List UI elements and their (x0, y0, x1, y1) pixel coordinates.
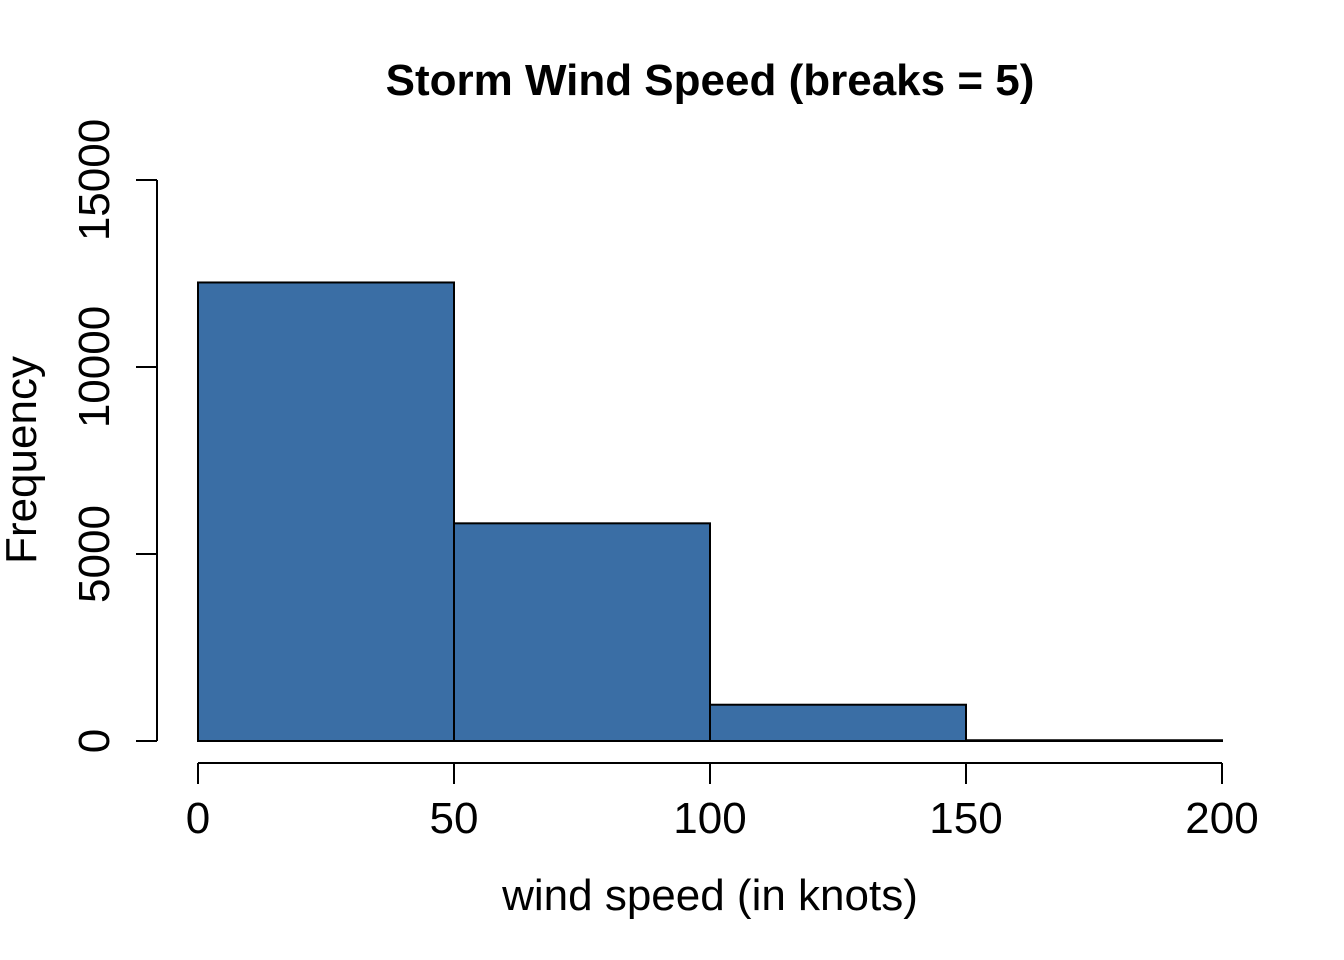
x-tick-label: 50 (430, 794, 479, 843)
x-ticks-group: 0 50 100 150 200 (186, 763, 1259, 843)
histogram-bar (965, 739, 1223, 743)
y-ticks-group: 0 5000 10000 15000 (70, 119, 157, 753)
y-axis-label: Frequency (0, 356, 46, 564)
x-tick-label: 150 (929, 794, 1002, 843)
histogram-bar (453, 522, 711, 742)
x-tick-label: 100 (673, 794, 746, 843)
y-tick-label: 5000 (70, 505, 119, 603)
y-tick-label: 15000 (70, 119, 119, 241)
chart-title: Storm Wind Speed (breaks = 5) (386, 56, 1035, 105)
x-axis-label: wind speed (in knots) (501, 871, 918, 920)
y-tick-label: 10000 (70, 306, 119, 428)
x-tick-label: 0 (186, 794, 210, 843)
histogram-bar (709, 703, 967, 742)
x-tick-label: 200 (1185, 794, 1258, 843)
bars-group (197, 281, 1223, 743)
y-tick-label: 0 (70, 729, 119, 753)
histogram-bar (197, 281, 455, 742)
